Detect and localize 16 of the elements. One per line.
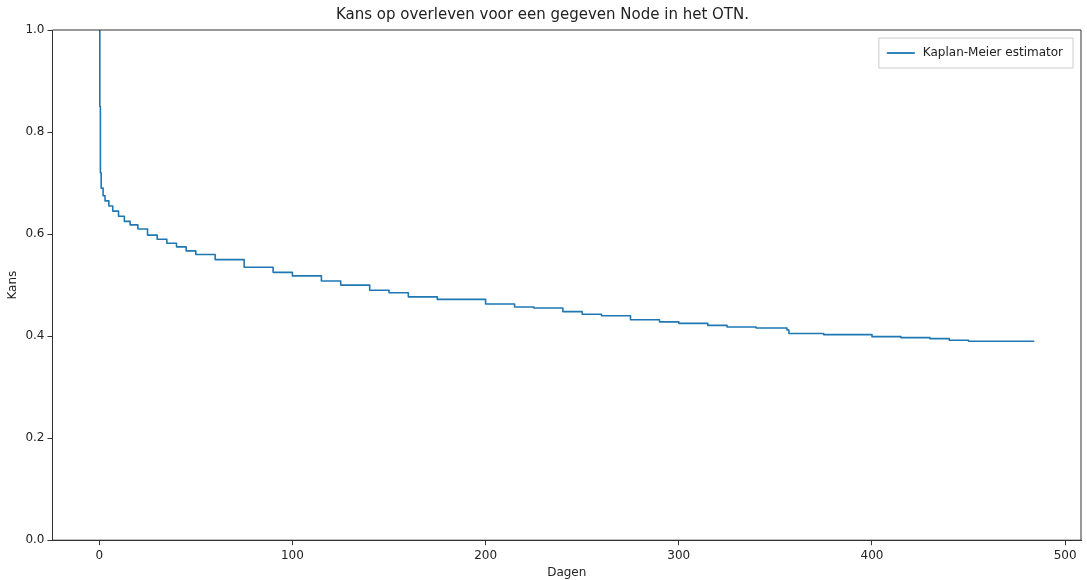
y-tick-label: 0.4: [25, 328, 45, 343]
y-axis-title: Kans: [5, 270, 20, 300]
y-tick-label: 0.8: [25, 124, 45, 139]
x-tick-label: 300: [667, 547, 691, 562]
x-tick-label: 200: [474, 547, 498, 562]
legend-label: Kaplan-Meier estimator: [922, 45, 1064, 60]
x-tick-label: 500: [1053, 547, 1077, 562]
x-tick-label: 0: [95, 547, 104, 562]
x-axis-title: Dagen: [547, 564, 587, 579]
y-tick-label: 0.0: [25, 532, 45, 547]
chart-title: Kans op overleven voor een gegeven Node in het OTN.: [335, 4, 750, 23]
x-tick-label: 100: [280, 547, 304, 562]
y-tick-label: 1.0: [25, 22, 45, 37]
y-tick-label: 0.2: [25, 430, 45, 445]
x-tick-label: 400: [860, 547, 884, 562]
y-tick-label: 0.6: [25, 226, 45, 241]
